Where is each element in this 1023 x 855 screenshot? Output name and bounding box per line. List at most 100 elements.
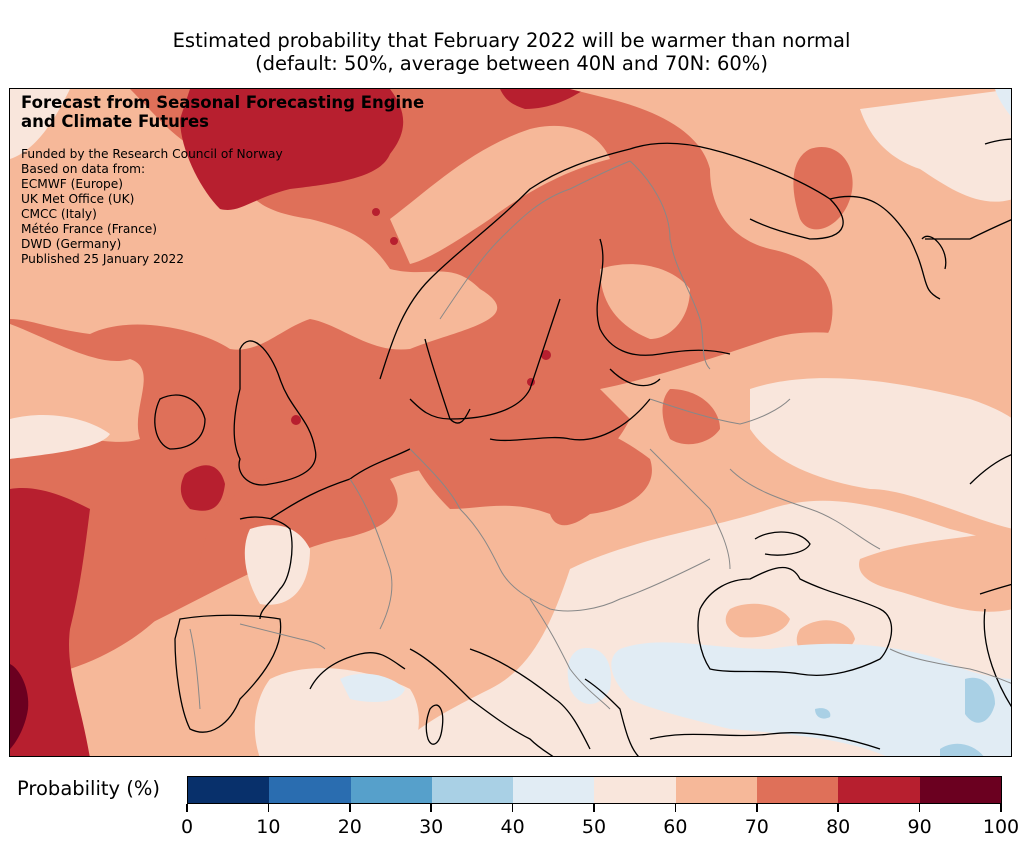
coastline-italy (409, 648, 554, 756)
coastline-channel (269, 448, 411, 520)
border-balkans (529, 598, 611, 710)
region-40-50-turkey (611, 642, 1011, 756)
credit-published: Published 25 January 2022 (21, 252, 185, 266)
coastline-kola (709, 148, 844, 240)
border-france-spain (239, 623, 326, 650)
coastline-caspian (969, 454, 1011, 708)
region-80-90-dot-5 (541, 350, 551, 360)
region-80-90-dot-3 (291, 415, 301, 425)
region-80-90-norwegian-sea (180, 89, 404, 210)
region-80-90-atlantic-west (10, 488, 90, 756)
colorbar-tick-mark (837, 804, 839, 812)
chart-title: Estimated probability that February 2022… (172, 29, 851, 52)
chart-subtitle: (default: 50%, average between 40N and 7… (255, 52, 768, 75)
region-70-80-poland (410, 419, 652, 526)
border-portugal (189, 628, 201, 710)
coastlines (154, 138, 1011, 756)
region-60-70-black-sea-1 (725, 603, 790, 638)
region-30-40-caucasus-1 (965, 677, 995, 723)
region-80-90-celtic-sea (180, 465, 225, 511)
colorbar-segment-10-20 (269, 777, 351, 803)
coastline-sardinia (425, 704, 444, 745)
region-60-70-caucasus (859, 529, 1011, 612)
coastline-turkey-south (649, 732, 881, 750)
border-central-europe (409, 448, 711, 612)
region-60-70-nwatlantic (10, 89, 498, 350)
colorbar-segment-90-100 (919, 777, 1001, 803)
colorbar-label: Probability (%) (17, 777, 161, 800)
coastline-denmark (424, 338, 471, 424)
coastline-white-sea (829, 195, 941, 300)
region-60-70-norway (390, 125, 610, 264)
region-50-60-west (10, 414, 110, 459)
colorbar-tick-label: 30 (419, 816, 444, 838)
colorbar-tick-label: 100 (982, 816, 1020, 838)
overlay-credits: Funded by the Research Council of Norway… (21, 147, 283, 267)
region-80-90-dot-1 (372, 208, 380, 216)
border-caucasus (889, 648, 1011, 684)
region-90-100-corner (10, 664, 29, 749)
border-finland-russia (629, 160, 711, 370)
colorbar-tick-mark (918, 804, 921, 812)
region-50-60-ne-russia (750, 378, 1011, 529)
colorbar-tick-label: 70 (744, 816, 769, 838)
credit-cmcc: CMCC (Italy) (21, 207, 97, 221)
country-borders (189, 160, 1011, 710)
credit-based-on: Based on data from: (21, 162, 146, 176)
credit-funding: Funded by the Research Council of Norway (21, 147, 283, 161)
coastline-iberia (174, 614, 282, 733)
colorbar-tick-mark (674, 804, 677, 812)
coastline-azov (754, 531, 811, 556)
region-50-60-france (244, 525, 310, 605)
colorbar-segment-50-60 (594, 777, 676, 803)
coastline-britain (233, 340, 317, 486)
region-60-70-north-scand (570, 89, 1011, 395)
colorbar-tick-mark (756, 804, 758, 812)
region-50-60-ne (860, 89, 1011, 202)
colorbar-segment-30-40 (431, 777, 514, 803)
region-80-90-ne-tip (500, 89, 585, 109)
border-norway-sweden (439, 160, 631, 320)
coastline-finland (596, 238, 731, 356)
region-50-60-nw (10, 89, 70, 159)
colorbar-tick-label: 50 (581, 816, 607, 838)
colorbar-tick-label: 40 (500, 816, 525, 838)
colorbar-tick-label: 20 (337, 816, 362, 838)
colorbar-tick-mark (267, 804, 270, 812)
region-30-40-caucasus-3 (940, 743, 984, 756)
overlay-heading: Forecast from Seasonal Forecasting Engin… (21, 93, 424, 131)
colorbar-segment-60-70 (675, 777, 758, 803)
border-ukraine-russia (729, 468, 881, 550)
region-70-80-belarus (662, 389, 720, 445)
colorbar-tick-label: 80 (826, 816, 851, 838)
region-60-70-west (10, 324, 144, 442)
coastline-baltic (489, 368, 661, 442)
region-30-40-caucasus-2 (815, 708, 831, 719)
colorbar-tick-mark (430, 804, 432, 812)
credit-meteo-france: Météo France (France) (21, 222, 158, 236)
colorbar-segment-40-50 (513, 777, 595, 803)
coastline-balkans (584, 678, 640, 756)
region-70-80-biscay (10, 414, 392, 689)
coastline-russia-north (921, 138, 1011, 270)
colorbar-tick-mark (511, 804, 514, 812)
credit-dwd: DWD (Germany) (21, 237, 122, 251)
colorbar-segment-70-80 (757, 777, 839, 803)
border-baltics (649, 398, 791, 425)
coastline-adriatic (469, 648, 591, 750)
probability-field (10, 89, 1011, 756)
colorbar-tick-label: 10 (256, 816, 281, 838)
border-france-east (349, 478, 393, 630)
colorbar (187, 776, 1002, 804)
overlay-heading-line1: Forecast from Seasonal Forecasting Engin… (21, 93, 425, 112)
coastline-med-france (309, 652, 406, 690)
region-80-90-dot-2 (390, 237, 398, 245)
coastline-norway (379, 142, 711, 380)
colorbar-segment-80-90 (838, 777, 920, 803)
colorbar-tick-mark (593, 804, 595, 812)
credit-ukmo: UK Met Office (UK) (21, 192, 135, 206)
forecast-map: Forecast from Seasonal Forecasting Engin… (9, 88, 1012, 757)
border-poland-east (649, 448, 731, 570)
credit-ecmwf: ECMWF (Europe) (21, 177, 124, 191)
coastline-ireland (154, 394, 206, 450)
